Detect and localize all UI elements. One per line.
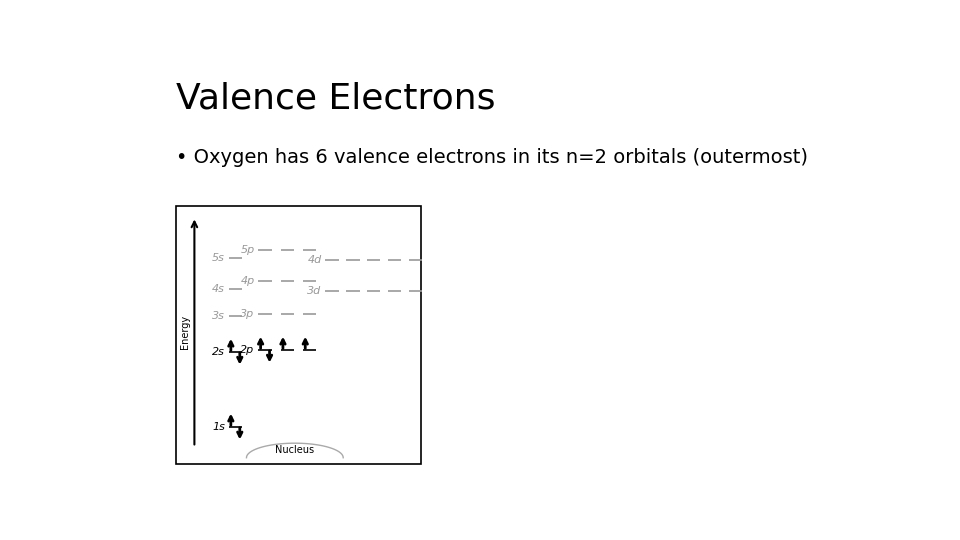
- Text: 4p: 4p: [240, 276, 254, 286]
- Text: Valence Electrons: Valence Electrons: [176, 82, 495, 116]
- Text: 2p: 2p: [240, 345, 254, 355]
- Text: Nucleus: Nucleus: [276, 446, 315, 455]
- Text: 4d: 4d: [307, 255, 322, 265]
- Text: 4s: 4s: [212, 285, 225, 294]
- Text: 2s: 2s: [212, 347, 225, 357]
- Text: 3d: 3d: [307, 286, 322, 296]
- Text: • Oxygen has 6 valence electrons in its n=2 orbitals (outermost): • Oxygen has 6 valence electrons in its …: [176, 148, 807, 167]
- Text: 3s: 3s: [212, 312, 225, 321]
- Text: Energy: Energy: [180, 315, 190, 349]
- Text: 1s: 1s: [212, 422, 225, 431]
- Text: 5p: 5p: [240, 245, 254, 255]
- Text: 3p: 3p: [240, 309, 254, 319]
- Text: 5s: 5s: [212, 253, 225, 263]
